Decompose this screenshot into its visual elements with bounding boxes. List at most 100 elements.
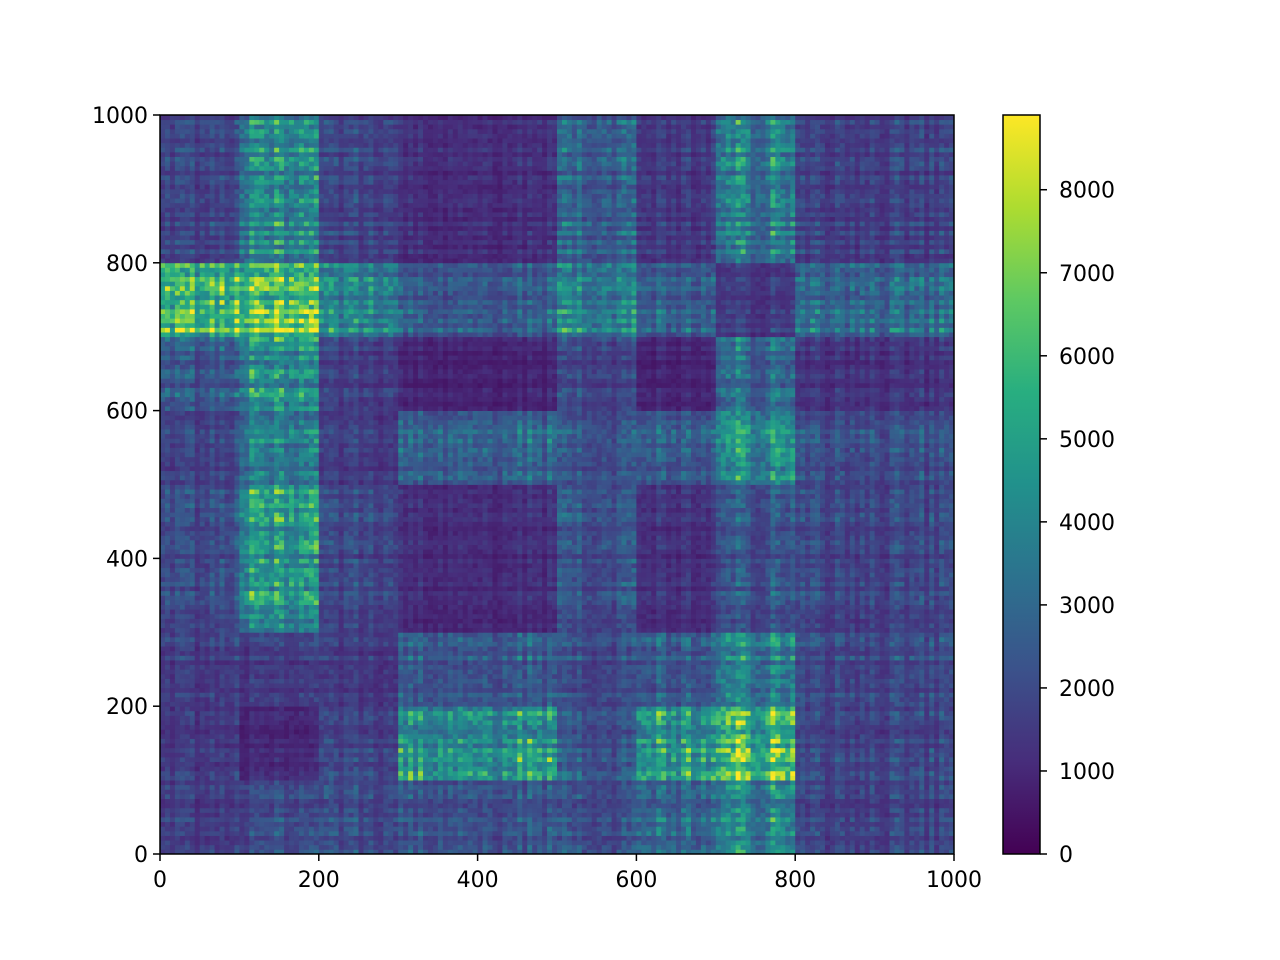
heatmap-cell — [438, 794, 443, 799]
heatmap-cell — [582, 799, 587, 804]
heatmap-cell — [229, 775, 234, 780]
heatmap-cell — [428, 729, 433, 734]
heatmap-cell — [552, 826, 557, 831]
heatmap-cell — [309, 808, 314, 813]
heatmap-cell — [289, 812, 294, 817]
heatmap-cell — [537, 822, 542, 827]
heatmap-cell — [210, 780, 215, 785]
heatmap-cell — [473, 757, 478, 762]
heatmap-cell — [810, 757, 815, 762]
heatmap-cell — [656, 739, 661, 744]
heatmap-cell — [577, 794, 582, 799]
heatmap-cell — [448, 766, 453, 771]
heatmap-cell — [944, 803, 949, 808]
heatmap-cell — [696, 780, 701, 785]
heatmap-cell — [756, 729, 761, 734]
heatmap-cell — [210, 752, 215, 757]
heatmap-cell — [547, 729, 552, 734]
heatmap-cell — [388, 780, 393, 785]
heatmap-cell — [210, 794, 215, 799]
heatmap-cell — [532, 785, 537, 790]
heatmap-cell — [408, 808, 413, 813]
heatmap-cell — [388, 757, 393, 762]
heatmap-cell — [631, 785, 636, 790]
heatmap-cell — [622, 766, 627, 771]
heatmap-cell — [284, 822, 289, 827]
heatmap-cell — [433, 739, 438, 744]
heatmap-cell — [850, 743, 855, 748]
heatmap-cell — [373, 771, 378, 776]
heatmap-cell — [210, 803, 215, 808]
heatmap-cell — [944, 817, 949, 822]
heatmap-cell — [924, 831, 929, 836]
heatmap-cell — [215, 752, 220, 757]
heatmap-cell — [299, 831, 304, 836]
heatmap-cell — [696, 752, 701, 757]
heatmap-cell — [488, 794, 493, 799]
heatmap-cell — [195, 734, 200, 739]
heatmap-cell — [279, 817, 284, 822]
heatmap-cell — [314, 752, 319, 757]
heatmap-cell — [641, 785, 646, 790]
heatmap-cell — [249, 831, 254, 836]
heatmap-cell — [602, 803, 607, 808]
heatmap-cell — [334, 762, 339, 767]
heatmap-cell — [239, 831, 244, 836]
heatmap-cell — [264, 752, 269, 757]
heatmap-cell — [165, 785, 170, 790]
heatmap-cell — [458, 757, 463, 762]
heatmap-cell — [264, 734, 269, 739]
heatmap-cell — [875, 780, 880, 785]
heatmap-cell — [855, 845, 860, 850]
heatmap-cell — [686, 803, 691, 808]
heatmap-cell — [557, 766, 562, 771]
heatmap-cell — [612, 766, 617, 771]
heatmap-cell — [820, 831, 825, 836]
heatmap-cell — [309, 803, 314, 808]
heatmap-cell — [681, 729, 686, 734]
heatmap-cell — [502, 766, 507, 771]
heatmap-cell — [517, 743, 522, 748]
heatmap-cell — [423, 771, 428, 776]
heatmap-cell — [885, 729, 890, 734]
heatmap-cell — [428, 812, 433, 817]
heatmap-cell — [870, 775, 875, 780]
heatmap-cell — [666, 739, 671, 744]
heatmap-cell — [736, 822, 741, 827]
heatmap-cell — [354, 771, 359, 776]
heatmap-cell — [696, 775, 701, 780]
heatmap-cell — [631, 780, 636, 785]
heatmap-cell — [229, 840, 234, 845]
heatmap-cell — [622, 757, 627, 762]
heatmap-cell — [795, 817, 800, 822]
heatmap-cell — [607, 822, 612, 827]
heatmap-cell — [453, 836, 458, 841]
heatmap-cell — [359, 831, 364, 836]
heatmap-cell — [527, 734, 532, 739]
heatmap-cell — [870, 789, 875, 794]
heatmap-cell — [363, 845, 368, 850]
heatmap-cell — [438, 743, 443, 748]
heatmap-cell — [894, 757, 899, 762]
heatmap-cell — [473, 775, 478, 780]
heatmap-cell — [344, 734, 349, 739]
heatmap-cell — [160, 748, 165, 753]
heatmap-cell — [944, 739, 949, 744]
heatmap-cell — [170, 752, 175, 757]
heatmap-cell — [612, 836, 617, 841]
heatmap-cell — [532, 775, 537, 780]
heatmap-cell — [795, 840, 800, 845]
heatmap-cell — [443, 812, 448, 817]
heatmap-cell — [850, 808, 855, 813]
heatmap-cell — [686, 845, 691, 850]
heatmap-cell — [656, 734, 661, 739]
heatmap-cell — [597, 789, 602, 794]
heatmap-cell — [200, 780, 205, 785]
heatmap-cell — [746, 785, 751, 790]
heatmap-cell — [666, 780, 671, 785]
heatmap-cell — [368, 803, 373, 808]
heatmap-cell — [542, 840, 547, 845]
heatmap-cell — [592, 766, 597, 771]
heatmap-cell — [845, 739, 850, 744]
heatmap-cell — [929, 803, 934, 808]
